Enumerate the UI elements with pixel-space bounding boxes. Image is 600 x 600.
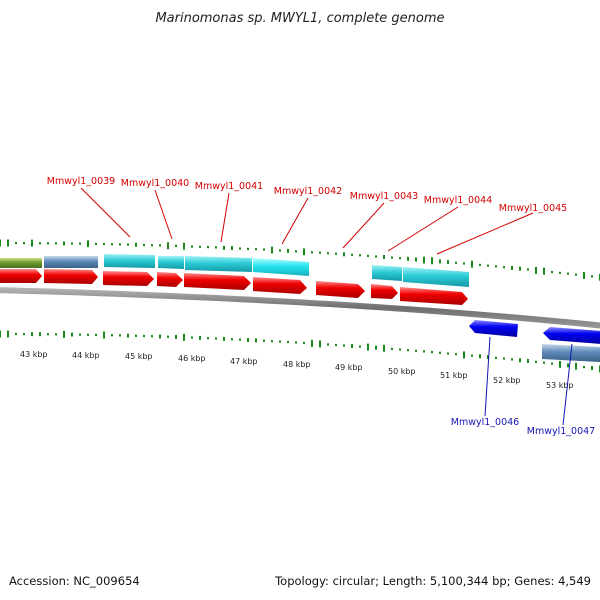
reverse-gene-labels: Mmwyl1_0046 Mmwyl1_0047	[451, 336, 595, 437]
gene-label-forward[interactable]: Mmwyl1_0040	[121, 178, 189, 189]
label-leader-line	[484, 336, 491, 417]
accession-text: Accession: NC_009654	[9, 574, 140, 588]
gene-label-reverse[interactable]: Mmwyl1_0046	[451, 417, 519, 428]
gene-label-forward[interactable]: Mmwyl1_0042	[274, 186, 342, 197]
cds-feature-cyan	[158, 256, 184, 269]
kbp-label: 44 kbp	[72, 351, 100, 360]
gene-arrow-forward[interactable]	[44, 269, 98, 284]
label-leader-line	[387, 206, 459, 252]
cds-feature-olive	[0, 258, 42, 268]
cds-feature-cyan-bright	[253, 258, 309, 276]
label-leader-line	[80, 187, 131, 238]
forward-gene-track	[0, 269, 468, 305]
gene-label-reverse[interactable]: Mmwyl1_0047	[527, 426, 595, 437]
gene-arrow-forward[interactable]	[371, 284, 398, 299]
kbp-scale: 43 kbp 44 kbp 45 kbp 46 kbp 47 kbp 48 kb…	[20, 350, 574, 390]
kbp-label: 52 kbp	[493, 376, 521, 385]
gene-label-forward[interactable]: Mmwyl1_0045	[499, 203, 567, 214]
kbp-label: 46 kbp	[178, 354, 206, 363]
cds-feature-cyan	[403, 267, 469, 287]
gc-content-track-bottom	[0, 330, 600, 373]
kbp-label: 48 kbp	[283, 360, 311, 369]
cds-feature-cyan	[185, 256, 252, 272]
label-leader-line	[562, 343, 573, 426]
forward-gene-labels: Mmwyl1_0039 Mmwyl1_0040 Mmwyl1_0041 Mmwy…	[47, 176, 567, 255]
gene-arrow-forward[interactable]	[253, 277, 307, 294]
kbp-label: 43 kbp	[20, 350, 48, 359]
kbp-label: 47 kbp	[230, 357, 258, 366]
gene-arrow-forward[interactable]	[316, 281, 365, 298]
kbp-label: 45 kbp	[125, 352, 153, 361]
gene-label-forward[interactable]: Mmwyl1_0039	[47, 176, 115, 187]
gene-label-forward[interactable]: Mmwyl1_0044	[424, 195, 492, 206]
gene-arrow-forward[interactable]	[103, 271, 154, 286]
genome-backbone	[0, 287, 600, 329]
kbp-label: 53 kbp	[546, 381, 574, 390]
gene-arrow-forward[interactable]	[184, 273, 251, 290]
kbp-label: 50 kbp	[388, 367, 416, 376]
label-leader-line	[154, 189, 173, 240]
kbp-label: 49 kbp	[335, 363, 363, 372]
cds-feature-steel	[44, 256, 98, 268]
kbp-label: 51 kbp	[440, 371, 468, 380]
gc-content-track-top	[0, 239, 600, 281]
gene-label-forward[interactable]: Mmwyl1_0043	[350, 191, 418, 202]
gene-arrow-forward[interactable]	[0, 269, 42, 283]
cds-feature-cyan	[104, 254, 155, 268]
label-leader-line	[342, 202, 385, 249]
gene-arrow-forward[interactable]	[400, 287, 468, 305]
gene-arrow-forward[interactable]	[157, 272, 183, 287]
label-leader-line	[436, 212, 534, 255]
reverse-gene-track	[469, 320, 600, 344]
topology-text: Topology: circular; Length: 5,100,344 bp…	[275, 574, 591, 588]
map-title: Marinomonas sp. MWYL1, complete genome	[155, 11, 444, 26]
cds-feature-cyan	[372, 265, 402, 281]
label-leader-line	[220, 192, 230, 243]
label-leader-line	[281, 197, 309, 245]
gene-arrow-reverse[interactable]	[543, 327, 600, 344]
gene-label-forward[interactable]: Mmwyl1_0041	[195, 181, 263, 192]
gene-arrow-reverse[interactable]	[469, 320, 518, 337]
